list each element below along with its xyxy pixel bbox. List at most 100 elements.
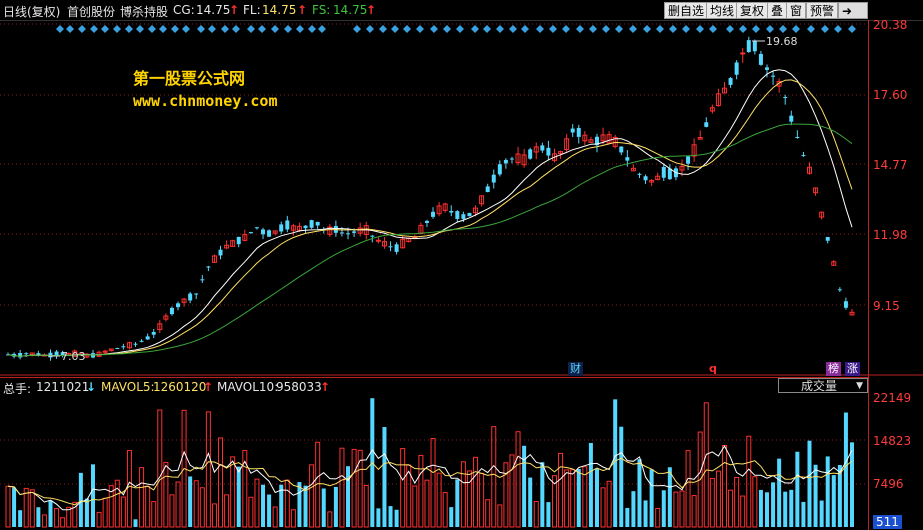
volume-bar xyxy=(455,479,460,527)
candle-body xyxy=(606,134,612,144)
volume-indicator-select[interactable]: 成交量 ▼ xyxy=(778,378,868,393)
finance-tag[interactable]: 财 xyxy=(568,362,583,376)
candle-body xyxy=(612,136,618,147)
volume-bar xyxy=(66,506,72,528)
candle-body xyxy=(188,293,193,301)
q-tag[interactable]: q xyxy=(709,362,717,375)
low-label: 7.03 xyxy=(61,350,86,363)
volume-bar xyxy=(728,489,734,528)
candle-body xyxy=(339,232,344,234)
volume-bar xyxy=(321,488,326,527)
candle-body xyxy=(503,159,508,164)
moving-average-button[interactable]: 均线 xyxy=(706,2,739,19)
signal-diamond xyxy=(353,25,361,33)
fl-label: FL: xyxy=(243,3,261,17)
signal-diamond xyxy=(125,25,133,33)
stock-name: 首创股份 xyxy=(67,5,116,19)
volume-bar xyxy=(181,409,187,528)
volume-bar xyxy=(327,511,333,528)
volume-bar xyxy=(303,485,308,527)
volume-bar xyxy=(254,478,260,528)
volume-bar xyxy=(363,484,369,528)
signal-diamond xyxy=(391,25,399,33)
volume-bar xyxy=(746,435,752,528)
candle-body xyxy=(528,149,533,159)
volume-bar xyxy=(625,507,630,527)
signal-diamond xyxy=(430,25,438,33)
candle-body xyxy=(533,146,539,153)
volume-bar xyxy=(230,456,236,528)
signal-diamond xyxy=(136,25,144,33)
candle-body xyxy=(564,138,570,151)
candle-body xyxy=(649,180,655,183)
volume-bar xyxy=(199,487,205,528)
candle-body xyxy=(515,153,521,164)
fl-value: 14.75 xyxy=(262,3,297,17)
volume-indicator-label: 成交量 xyxy=(801,379,838,393)
candle-body xyxy=(449,210,454,213)
candle-body xyxy=(704,122,709,127)
volume-bar xyxy=(290,509,296,528)
signal-diamond xyxy=(318,25,326,33)
signal-diamond xyxy=(208,25,216,33)
volume-bar xyxy=(418,454,424,528)
volume-bar xyxy=(297,482,302,527)
signal-diamonds xyxy=(56,25,856,33)
candle-body xyxy=(315,221,320,226)
volume-bar xyxy=(205,411,211,528)
volume-bar xyxy=(661,490,666,527)
signal-diamond xyxy=(696,25,704,33)
volume-bar xyxy=(734,476,740,528)
volume-tick: 511 xyxy=(873,515,902,529)
candle-body xyxy=(303,225,308,229)
price-alert-button[interactable]: 预警 xyxy=(806,2,839,19)
candle-body xyxy=(436,205,442,215)
cg-value: 14.75 xyxy=(196,3,231,17)
mavol10-value: 958033 xyxy=(276,380,322,394)
candle-body xyxy=(261,229,266,235)
signal-diamond xyxy=(66,25,74,33)
volume-bar xyxy=(813,464,818,527)
volume-bar xyxy=(157,409,163,528)
signal-diamond xyxy=(471,25,479,33)
mavol5-value: 1260120 xyxy=(153,380,207,394)
overlay-button[interactable]: 叠 xyxy=(767,2,788,19)
volume-bar xyxy=(825,456,830,527)
ma-lines xyxy=(7,69,853,357)
indicator-name[interactable]: 博杀持股 xyxy=(120,5,169,19)
signal-diamond xyxy=(182,25,190,33)
volume-bar xyxy=(151,501,157,528)
candle-body xyxy=(843,301,848,308)
volume-bar xyxy=(777,458,782,527)
rank-tag[interactable]: 榜 xyxy=(826,362,841,376)
volume-bar xyxy=(466,470,472,528)
candle-body xyxy=(819,211,825,218)
signal-diamond xyxy=(629,25,637,33)
limit-up-tag[interactable]: 涨 xyxy=(845,362,860,376)
candle-body xyxy=(248,232,253,234)
period-label[interactable]: 日线(复权) xyxy=(3,5,61,19)
signal-diamond xyxy=(726,25,734,33)
signal-diamond xyxy=(456,25,464,33)
candle-body xyxy=(236,236,241,245)
candle-body xyxy=(637,173,642,175)
candle-body xyxy=(139,340,144,342)
volume-bar xyxy=(789,489,794,527)
candle-body xyxy=(467,212,472,217)
volume-bar xyxy=(36,507,41,527)
candle-body xyxy=(388,246,393,248)
signal-diamond xyxy=(766,25,774,33)
fs-label: FS: xyxy=(312,3,331,17)
candle-body xyxy=(619,146,624,153)
collapse-arrow-icon[interactable]: ➜ xyxy=(838,2,868,19)
volume-bar xyxy=(807,440,812,527)
volume-tick: 7496 xyxy=(873,477,904,491)
volume-bar xyxy=(120,496,126,528)
volume-bar xyxy=(442,492,448,528)
signal-diamond xyxy=(366,25,374,33)
candle-body xyxy=(697,136,703,140)
candle-body xyxy=(394,244,399,252)
window-button[interactable]: 窗 xyxy=(786,2,807,19)
volume-bar xyxy=(752,476,758,528)
